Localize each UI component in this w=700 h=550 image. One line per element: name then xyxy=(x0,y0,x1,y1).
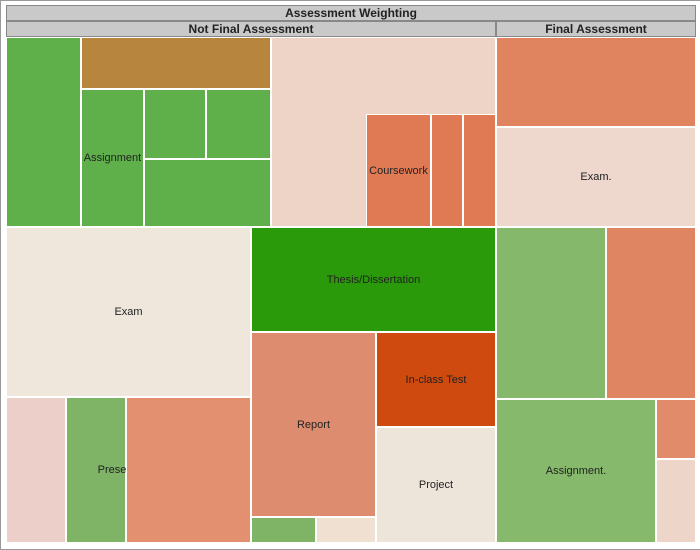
treemap-cell xyxy=(144,89,206,159)
treemap-header: Final Assessment xyxy=(496,21,696,37)
treemap-cell xyxy=(656,459,696,543)
treemap-cell: Coursework xyxy=(366,114,431,227)
treemap-cell: Assignment xyxy=(81,89,144,227)
header-label: Final Assessment xyxy=(545,22,647,36)
treemap-cell xyxy=(66,397,126,543)
cell-label: Report xyxy=(297,419,330,431)
treemap-cell xyxy=(496,37,696,127)
treemap-cell xyxy=(316,517,376,543)
treemap-cell xyxy=(656,399,696,459)
cell-label: Project xyxy=(419,479,453,491)
treemap-cell xyxy=(463,114,496,227)
treemap-header: Not Final Assessment xyxy=(6,21,496,37)
cell-label: Exam. xyxy=(580,171,611,183)
cell-label: Coursework xyxy=(369,165,428,177)
cell-label: Assignment xyxy=(84,152,141,164)
treemap-cell xyxy=(6,37,81,227)
cell-label: Assignment. xyxy=(546,465,607,477)
treemap-cell: Report xyxy=(251,332,376,517)
treemap-cell: Exam. xyxy=(496,127,696,227)
cell-label: Thesis/Dissertation xyxy=(327,274,421,286)
treemap-cell xyxy=(126,397,251,543)
treemap-cell: Exam xyxy=(6,227,251,397)
treemap-cell xyxy=(81,37,271,89)
treemap-cell: Project xyxy=(376,427,496,543)
cell-label: In-class Test xyxy=(406,374,467,386)
treemap-cell: Assignment. xyxy=(496,399,656,543)
header-label: Assessment Weighting xyxy=(285,6,417,20)
treemap-header: Assessment Weighting xyxy=(6,5,696,21)
treemap-cell xyxy=(206,89,271,159)
header-label: Not Final Assessment xyxy=(189,22,314,36)
treemap-cell xyxy=(606,227,696,399)
treemap-cell xyxy=(251,517,316,543)
treemap-cell xyxy=(144,159,271,227)
treemap-cell xyxy=(431,114,463,227)
treemap-cell xyxy=(6,397,66,543)
cell-label: Exam xyxy=(114,306,142,318)
treemap-chart: AssignmentCourseworkExamPresentationThes… xyxy=(0,0,700,550)
treemap-cell: Thesis/Dissertation xyxy=(251,227,496,332)
treemap-cell xyxy=(496,227,606,399)
treemap-cell: In-class Test xyxy=(376,332,496,427)
